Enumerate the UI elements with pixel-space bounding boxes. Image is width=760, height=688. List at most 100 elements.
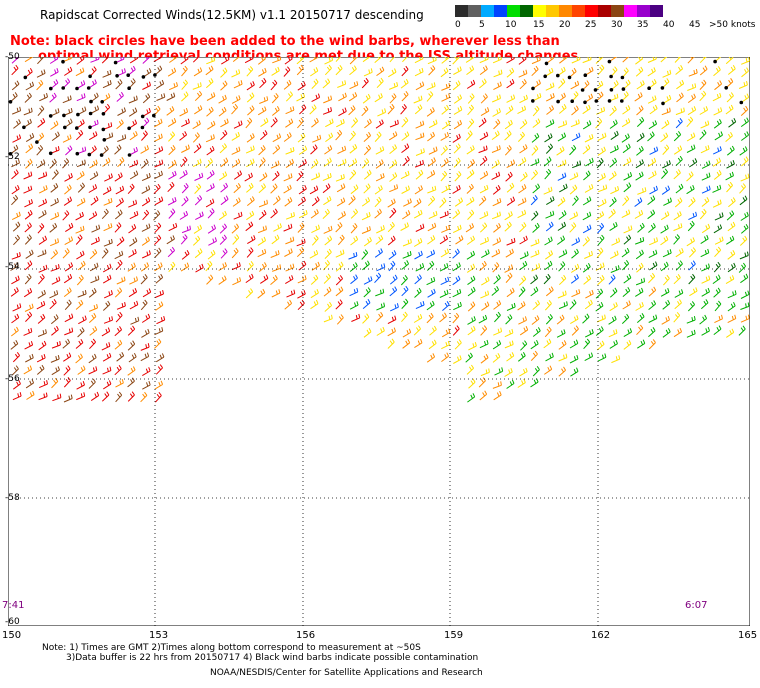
wind-barb bbox=[128, 95, 138, 104]
wind-barb bbox=[413, 238, 423, 247]
wind-barb bbox=[244, 57, 254, 64]
wind-barb bbox=[558, 249, 568, 258]
wind-barb bbox=[726, 235, 735, 245]
wind-barb bbox=[662, 69, 672, 78]
legend-label-4: 20 bbox=[559, 20, 571, 30]
wind-barb bbox=[337, 158, 347, 167]
wind-barb bbox=[530, 169, 539, 180]
wind-barb bbox=[272, 264, 282, 272]
wind-barb bbox=[349, 143, 358, 154]
legend-label-0: 0 bbox=[455, 20, 461, 30]
wind-barb bbox=[452, 275, 461, 286]
wind-barb bbox=[153, 210, 161, 221]
wind-barb bbox=[543, 186, 553, 195]
wind-barb bbox=[154, 170, 163, 180]
wind-barb bbox=[206, 92, 216, 101]
wind-barb bbox=[181, 144, 190, 153]
contamination-marker bbox=[621, 87, 626, 91]
wind-barb bbox=[739, 183, 746, 194]
wind-barb bbox=[739, 146, 748, 156]
wind-barb bbox=[140, 391, 148, 403]
wind-barb bbox=[90, 275, 100, 284]
wind-barb bbox=[101, 342, 111, 351]
wind-barb bbox=[571, 289, 581, 298]
wind-barb bbox=[467, 325, 476, 336]
wind-barb bbox=[439, 235, 449, 245]
wind-barb bbox=[518, 184, 527, 194]
wind-barb bbox=[481, 276, 490, 286]
wind-barb bbox=[244, 172, 253, 182]
wind-barb bbox=[272, 195, 281, 206]
wind-barb bbox=[309, 185, 319, 195]
wind-barb bbox=[649, 146, 659, 155]
wind-barb bbox=[12, 303, 22, 312]
wind-barb bbox=[50, 238, 59, 247]
contamination-marker bbox=[583, 100, 587, 105]
wind-barb bbox=[453, 66, 462, 75]
wind-barb bbox=[596, 314, 606, 323]
wind-barb bbox=[257, 57, 266, 65]
wind-barb bbox=[375, 159, 384, 169]
wind-barb bbox=[648, 120, 658, 130]
wind-barb bbox=[688, 211, 698, 221]
wind-barb bbox=[479, 390, 488, 401]
wind-barb bbox=[401, 260, 410, 270]
wind-barb bbox=[285, 91, 294, 102]
wind-barb bbox=[205, 78, 214, 89]
contamination-marker bbox=[113, 60, 118, 65]
wind-barb bbox=[257, 248, 267, 258]
wind-barb bbox=[310, 67, 319, 77]
wind-barb bbox=[608, 208, 616, 219]
wind-barb bbox=[218, 262, 227, 271]
contamination-marker bbox=[531, 86, 535, 91]
wind-barb bbox=[531, 263, 541, 272]
wind-barb bbox=[154, 380, 164, 390]
contamination-marker bbox=[607, 59, 612, 64]
wind-barb bbox=[62, 95, 72, 104]
wind-barb bbox=[193, 67, 203, 77]
wind-barb bbox=[556, 146, 565, 156]
wind-barb bbox=[49, 57, 59, 64]
wind-barb bbox=[699, 65, 708, 76]
wind-barb bbox=[194, 248, 203, 259]
wind-barb bbox=[454, 197, 464, 207]
wind-barb bbox=[49, 290, 59, 299]
wind-barb bbox=[440, 145, 448, 156]
wind-barb bbox=[415, 81, 425, 91]
wind-barb bbox=[428, 146, 438, 155]
wind-barb bbox=[166, 106, 175, 116]
contamination-marker bbox=[48, 114, 53, 118]
wind-barb bbox=[506, 379, 515, 389]
wind-barb bbox=[324, 64, 332, 76]
wind-barb bbox=[569, 211, 579, 221]
wind-barb bbox=[572, 195, 579, 206]
wind-barb bbox=[635, 171, 644, 181]
wind-barb bbox=[569, 354, 579, 364]
wind-barb bbox=[506, 287, 515, 298]
wind-barb bbox=[712, 157, 722, 167]
wind-barb bbox=[102, 186, 112, 195]
wind-barb bbox=[335, 261, 344, 272]
wind-barb bbox=[741, 57, 750, 65]
wind-barb bbox=[623, 273, 632, 284]
wind-barb bbox=[336, 314, 344, 325]
wind-barb bbox=[311, 172, 321, 181]
wind-barb bbox=[402, 238, 412, 247]
wind-barb bbox=[102, 352, 112, 362]
wind-barb bbox=[64, 66, 73, 76]
wind-barb bbox=[114, 250, 124, 260]
wind-barb bbox=[466, 196, 475, 206]
contamination-marker bbox=[620, 99, 624, 103]
wind-barb bbox=[530, 274, 539, 285]
wind-barb bbox=[155, 79, 165, 90]
wind-barb bbox=[387, 221, 395, 233]
wind-barb bbox=[205, 260, 213, 272]
wind-barb bbox=[478, 117, 487, 128]
wind-barb bbox=[413, 325, 422, 336]
wind-barb bbox=[649, 237, 658, 246]
contamination-marker bbox=[140, 114, 145, 119]
wind-barb bbox=[559, 183, 568, 193]
wind-barb bbox=[49, 222, 58, 233]
wind-barb bbox=[155, 301, 164, 311]
contamination-marker bbox=[580, 88, 585, 92]
